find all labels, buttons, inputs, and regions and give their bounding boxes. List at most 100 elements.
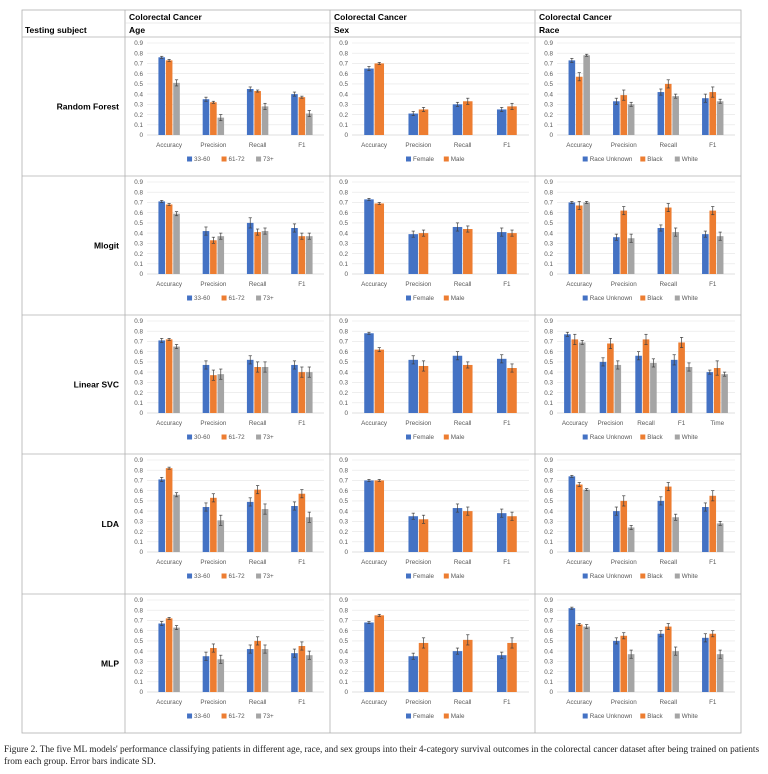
y-tick-label: 0.6 (544, 71, 553, 78)
y-tick-label: 0 (344, 410, 348, 417)
x-tick-label: Accuracy (361, 559, 388, 566)
column-group-header: Colorectal Cancer (334, 12, 407, 22)
y-tick-label: 0.9 (544, 318, 553, 325)
corner-label: Testing subject (25, 25, 87, 35)
y-tick-label: 0.1 (544, 261, 553, 268)
y-tick-label: 0.3 (134, 241, 143, 248)
legend-label: White (682, 434, 699, 441)
y-tick-label: 0.5 (339, 81, 348, 88)
bar (496, 232, 507, 274)
bar (202, 231, 210, 274)
y-tick-label: 0.8 (339, 607, 348, 614)
y-tick-label: 0 (139, 271, 143, 278)
legend-swatch (187, 156, 193, 162)
bar (418, 109, 429, 135)
bar (627, 654, 635, 692)
chart: 0 0.1 0.2 0.3 0.4 0.5 0.6 0.7 0.8 0.9 Accuracy Prec… (339, 457, 529, 580)
legend-label: Male (451, 156, 465, 163)
legend-swatch (256, 573, 262, 579)
bar (246, 501, 254, 552)
bar (620, 500, 628, 552)
legend-swatch (221, 295, 227, 301)
bar (463, 511, 473, 552)
y-tick-label: 0.5 (134, 638, 143, 645)
y-tick-label: 0.7 (544, 478, 553, 485)
y-tick-label: 0.8 (134, 467, 143, 474)
y-tick-label: 0.9 (544, 457, 553, 464)
bar (364, 333, 374, 413)
table-border (21, 9, 742, 734)
bar (672, 96, 679, 135)
y-tick-label: 0.7 (134, 200, 143, 207)
bar (627, 238, 635, 274)
legend-swatch (187, 713, 193, 719)
bar (716, 654, 724, 692)
bar (246, 359, 254, 413)
x-tick-label: Precision (405, 559, 431, 566)
bar (408, 113, 418, 135)
bar (672, 517, 679, 552)
legend-swatch (256, 295, 262, 301)
y-tick-label: 0.8 (544, 467, 553, 474)
bar (291, 506, 298, 552)
y-tick-label: 0.8 (544, 328, 553, 335)
bar (298, 493, 306, 552)
row-label: Random Forest (57, 102, 120, 112)
x-tick-label: F1 (503, 142, 511, 149)
x-tick-label: Recall (249, 420, 267, 427)
legend-swatch (221, 434, 227, 440)
bar (678, 342, 685, 413)
y-tick-label: 0.4 (134, 230, 143, 237)
legend-label: Race Unknown (590, 156, 633, 163)
bar (452, 508, 463, 552)
bar (246, 222, 254, 274)
legend-swatch (674, 156, 680, 162)
y-tick-label: 0.1 (134, 261, 143, 268)
y-tick-label: 0.3 (134, 380, 143, 387)
legend-swatch (221, 156, 227, 162)
x-tick-label: Precision (200, 281, 226, 288)
bar (210, 102, 217, 135)
y-tick-label: 0.7 (339, 200, 348, 207)
y-tick-label: 0.4 (544, 91, 553, 98)
legend-swatch (256, 156, 262, 162)
bar (408, 234, 418, 274)
legend-swatch (582, 434, 588, 440)
bar (261, 106, 269, 135)
legend-swatch (406, 156, 411, 162)
y-tick-label: 0.6 (339, 349, 348, 356)
chart: 0 0.1 0.2 0.3 0.4 0.5 0.6 0.7 0.8 0.9 Accuracy Prec… (134, 318, 324, 441)
x-tick-label: Precision (405, 142, 431, 149)
bar (620, 635, 628, 692)
chart: 0 0.1 0.2 0.3 0.4 0.5 0.6 0.7 0.8 0.9 Accuracy Prec… (544, 597, 735, 720)
y-tick-label: 0.7 (339, 61, 348, 68)
x-tick-label: F1 (709, 142, 717, 149)
bar (627, 104, 635, 135)
y-tick-label: 0.8 (134, 50, 143, 57)
legend-swatch (187, 295, 193, 301)
legend-label: 33-60 (194, 156, 211, 163)
bar (496, 109, 507, 135)
y-tick-label: 0.2 (134, 251, 143, 258)
y-tick-label: 0.3 (544, 659, 553, 666)
y-tick-label: 0.6 (134, 210, 143, 217)
chart: 0 0.1 0.2 0.3 0.4 0.5 0.6 0.7 0.8 0.9 Accuracy Prec… (134, 40, 324, 163)
x-tick-label: Precision (611, 699, 637, 706)
x-tick-label: F1 (503, 699, 511, 706)
y-tick-label: 0.1 (134, 539, 143, 546)
legend-swatch (582, 295, 588, 301)
y-tick-label: 0.1 (134, 400, 143, 407)
legend-label: Black (647, 713, 663, 720)
x-tick-label: Accuracy (361, 699, 388, 706)
legend-swatch (256, 434, 262, 440)
bar (202, 656, 210, 692)
bar (670, 359, 678, 413)
bar (716, 101, 724, 135)
y-tick-label: 0.9 (339, 457, 348, 464)
y-tick-label: 0.3 (134, 659, 143, 666)
bar (173, 627, 180, 692)
chart: 0 0.1 0.2 0.3 0.4 0.5 0.6 0.7 0.8 0.9 Accuracy Prec… (544, 457, 735, 580)
bar (613, 101, 620, 135)
x-tick-label: Recall (454, 420, 472, 427)
bar (173, 346, 180, 413)
